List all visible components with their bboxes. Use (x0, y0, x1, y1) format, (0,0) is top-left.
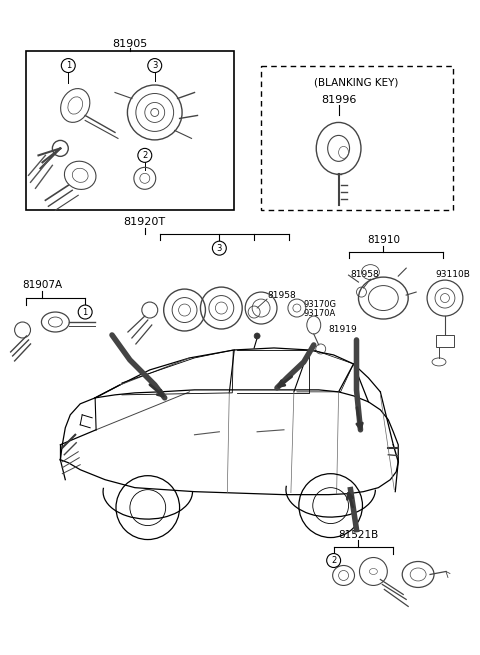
Circle shape (138, 149, 152, 162)
Text: 81521B: 81521B (338, 529, 379, 540)
Text: 81996: 81996 (321, 96, 356, 105)
Text: 81958: 81958 (350, 270, 379, 278)
Text: 81919: 81919 (329, 326, 358, 335)
Text: 93170A: 93170A (304, 309, 336, 318)
Bar (436, 335, 454, 347)
Text: 81910: 81910 (367, 235, 400, 245)
Text: 3: 3 (152, 61, 157, 70)
Text: 3: 3 (216, 244, 222, 253)
Bar (261, 66, 453, 210)
Text: (BLANKING KEY): (BLANKING KEY) (314, 77, 399, 88)
Text: 1: 1 (66, 61, 71, 70)
Text: 93170G: 93170G (304, 299, 337, 309)
Text: 93110B: 93110B (435, 270, 470, 278)
Text: 81958: 81958 (267, 291, 296, 299)
Circle shape (327, 553, 341, 567)
Text: 81920T: 81920T (124, 217, 166, 227)
Circle shape (254, 333, 260, 339)
Text: 81905: 81905 (112, 39, 147, 48)
Text: 1: 1 (83, 308, 88, 316)
Circle shape (78, 305, 92, 319)
Bar (25, 50, 234, 210)
Circle shape (148, 58, 162, 73)
Circle shape (61, 58, 75, 73)
Text: 2: 2 (331, 556, 336, 565)
Text: 81907A: 81907A (23, 280, 62, 290)
Circle shape (212, 241, 226, 255)
Text: 2: 2 (142, 151, 147, 160)
